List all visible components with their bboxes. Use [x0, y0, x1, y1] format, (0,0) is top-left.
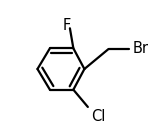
Text: Cl: Cl: [91, 109, 106, 124]
Text: Br: Br: [133, 42, 149, 56]
Text: F: F: [62, 18, 71, 33]
